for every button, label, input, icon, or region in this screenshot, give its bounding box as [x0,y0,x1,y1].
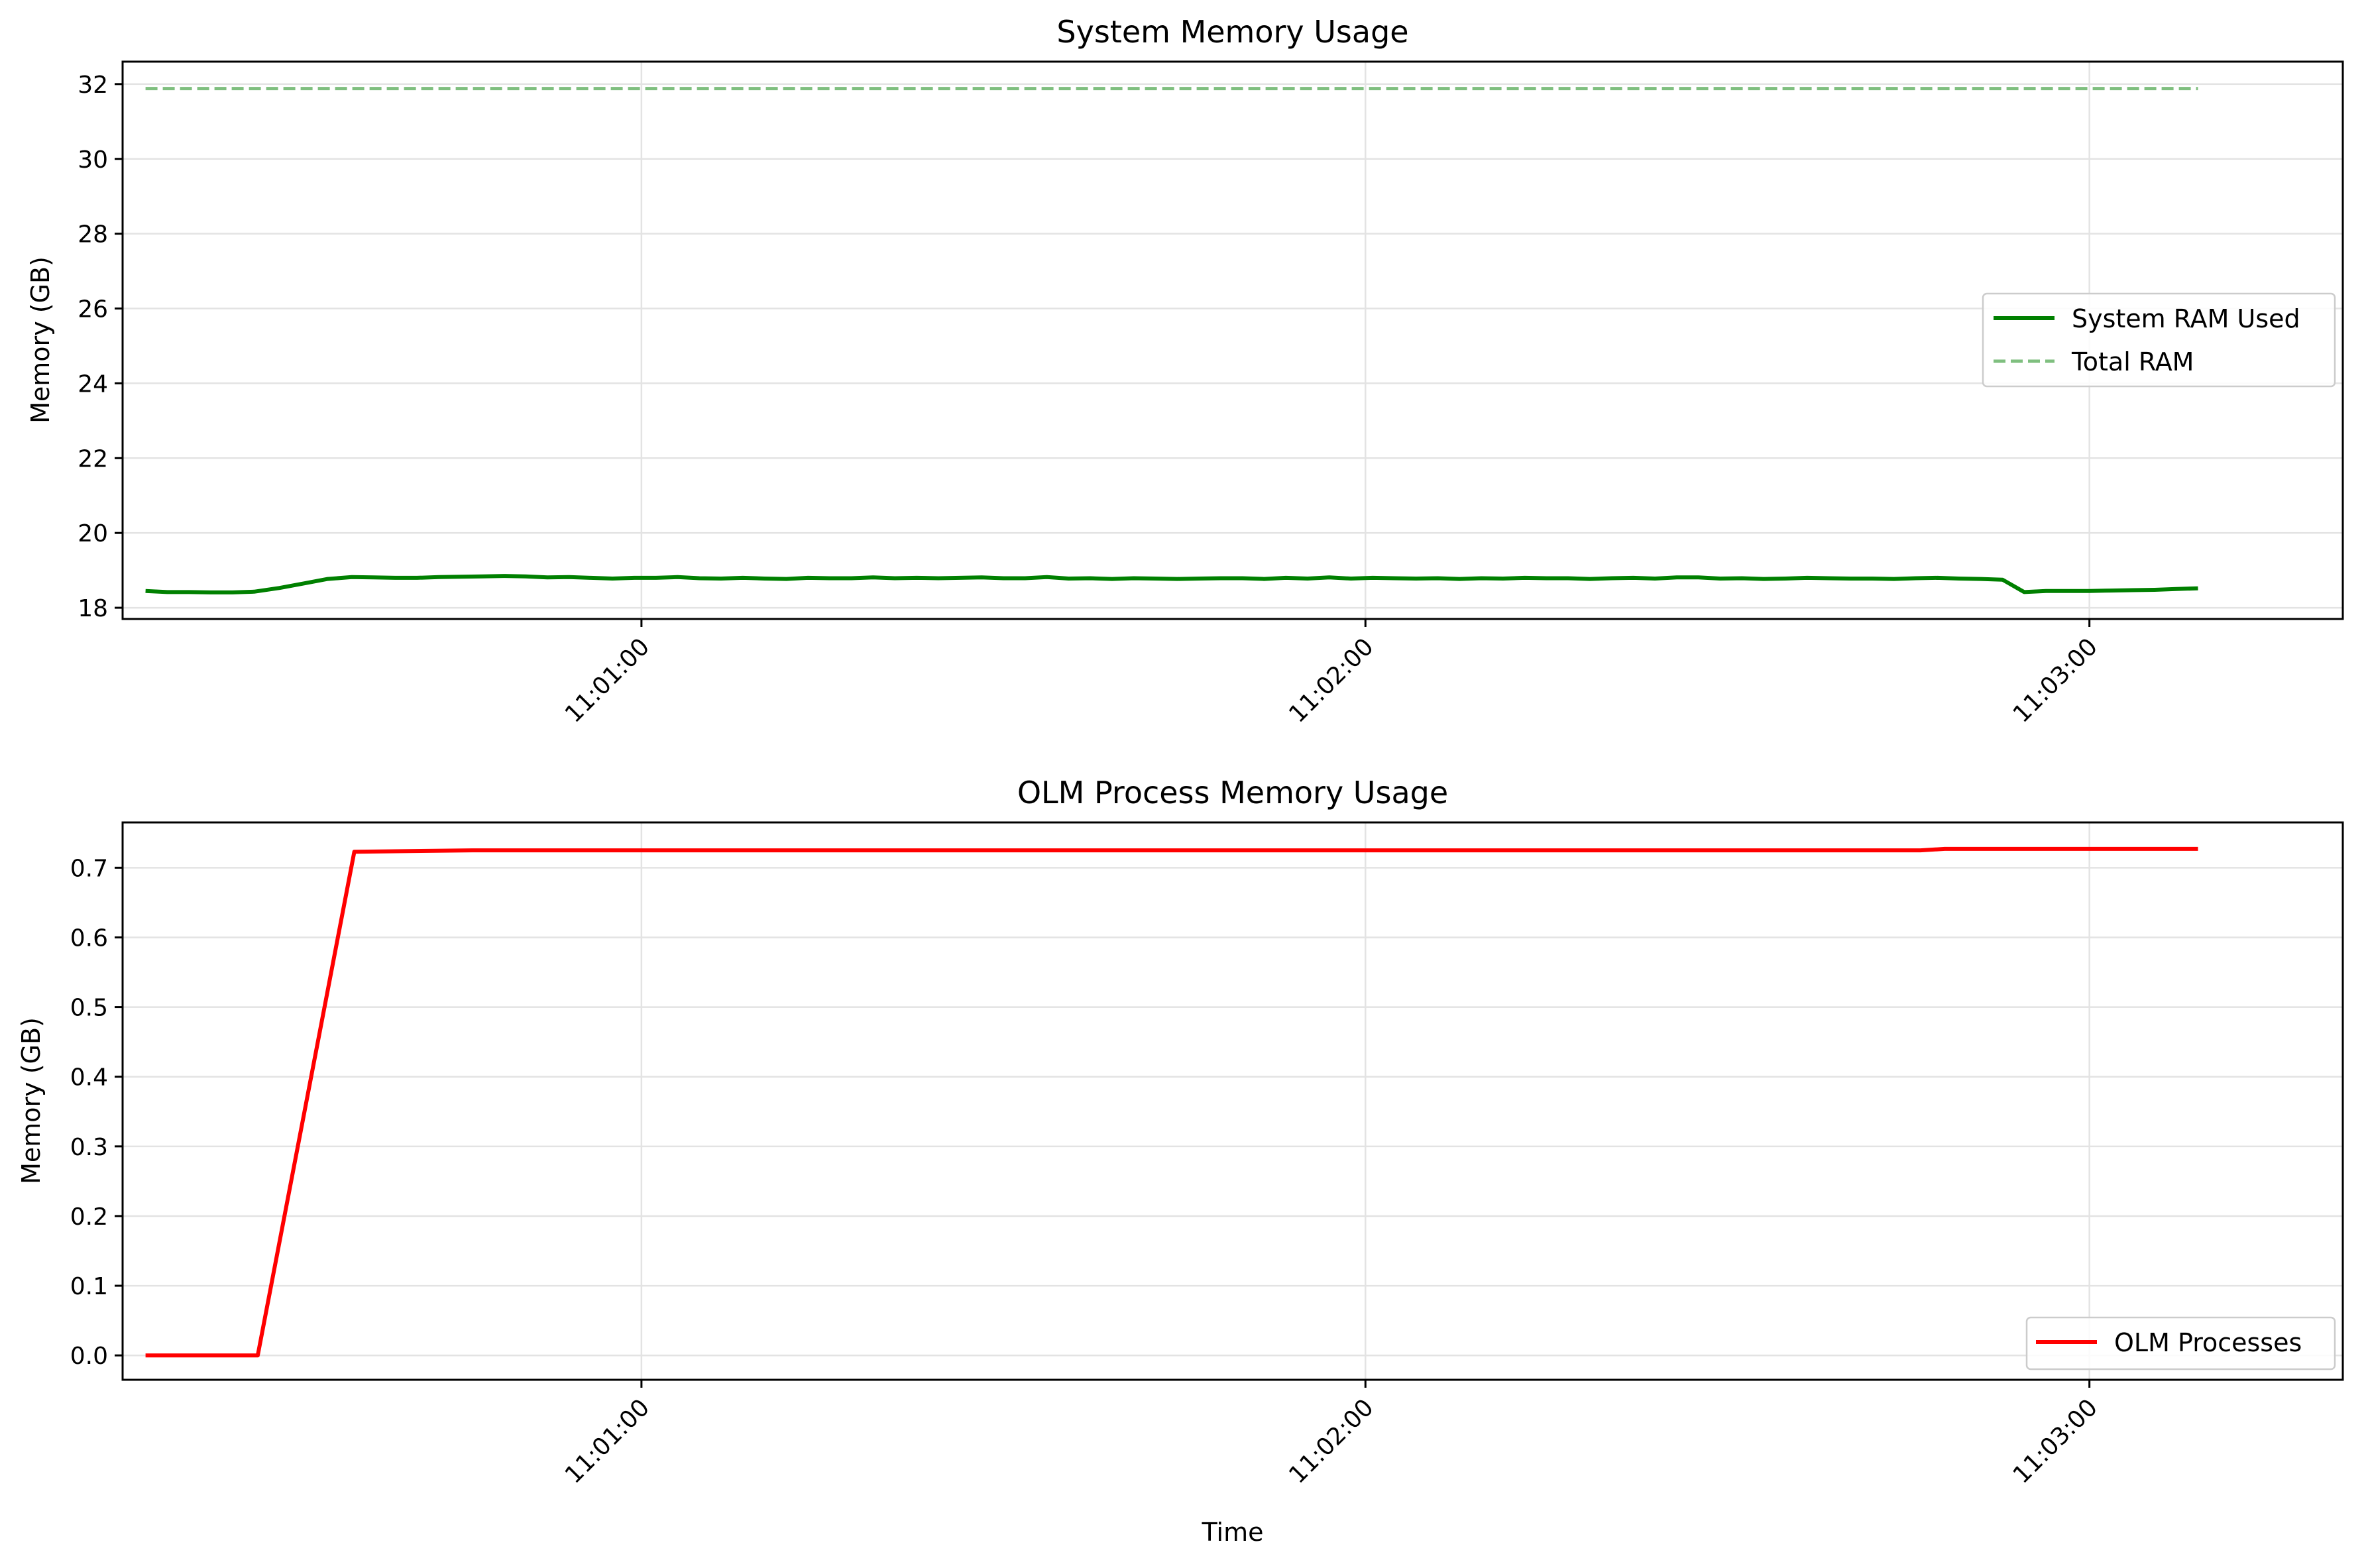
y-tick-label: 0.6 [70,924,108,952]
series-line-system-ram-used [145,574,2198,594]
y-tick-label: 18 [78,595,108,622]
y-tick-label: 24 [78,370,108,398]
system-memory-title: System Memory Usage [1056,14,1408,50]
x-tick-label: 11:03:00 [2008,633,2103,728]
olm-memory-y-axis-label: Memory (GB) [17,1017,46,1184]
y-tick-label: 28 [78,221,108,249]
olm-memory-grid [123,822,2343,1380]
olm-memory-series [145,846,2198,1358]
x-tick-label: 11:01:00 [560,633,655,728]
y-tick-label: 20 [78,520,108,547]
system-memory-y-axis-label: Memory (GB) [26,256,55,423]
system-memory-y-ticks: 18 20 22 24 26 28 30 32 [78,72,123,622]
legend-label-total-ram: Total RAM [2071,347,2194,376]
system-memory-panel: System Memory Usage 18 20 22 24 26 28 30 32 11:… [26,14,2344,728]
y-tick-label: 0.3 [70,1134,108,1161]
y-tick-label: 32 [78,72,108,99]
y-tick-label: 0.2 [70,1204,108,1231]
y-tick-label: 0.5 [70,995,108,1022]
system-memory-plot-frame [121,60,2344,620]
olm-memory-title: OLM Process Memory Usage [1017,775,1448,811]
series-line-olm-processes [145,846,2198,1358]
x-tick-label: 11:03:00 [2008,1394,2103,1488]
x-tick-label: 11:02:00 [1284,633,1379,728]
y-tick-label: 26 [78,296,108,323]
y-tick-label: 0.1 [70,1273,108,1300]
olm-memory-panel: OLM Process Memory Usage 0.0 0.1 0.2 0.3 0.4… [17,775,2344,1547]
y-tick-label: 0.4 [70,1064,108,1092]
legend-label-olm-processes: OLM Processes [2114,1328,2302,1357]
system-memory-legend: System RAM Used Total RAM [1982,292,2336,388]
olm-memory-x-ticks: 11:01:00 11:02:00 11:03:00 [560,1380,2103,1489]
y-tick-label: 0.7 [70,855,108,882]
y-tick-label: 22 [78,445,108,473]
legend-label-system-ram-used: System RAM Used [2072,304,2300,333]
x-tick-label: 11:02:00 [1284,1394,1379,1488]
system-memory-series [145,87,2198,594]
y-tick-label: 30 [78,146,108,174]
system-memory-grid [123,62,2343,619]
system-memory-x-ticks: 11:01:00 11:02:00 11:03:00 [560,619,2103,728]
y-tick-label: 0.0 [70,1343,108,1370]
olm-memory-plot-frame [121,821,2344,1381]
system-memory-legend-box [1982,292,2336,388]
olm-memory-legend-box [2025,1316,2336,1371]
olm-memory-y-ticks: 0.0 0.1 0.2 0.3 0.4 0.5 0.6 0.7 [70,855,123,1370]
olm-memory-x-axis-label: Time [1202,1518,1264,1547]
olm-memory-legend: OLM Processes [2025,1316,2336,1371]
x-tick-label: 11:01:00 [560,1394,655,1488]
